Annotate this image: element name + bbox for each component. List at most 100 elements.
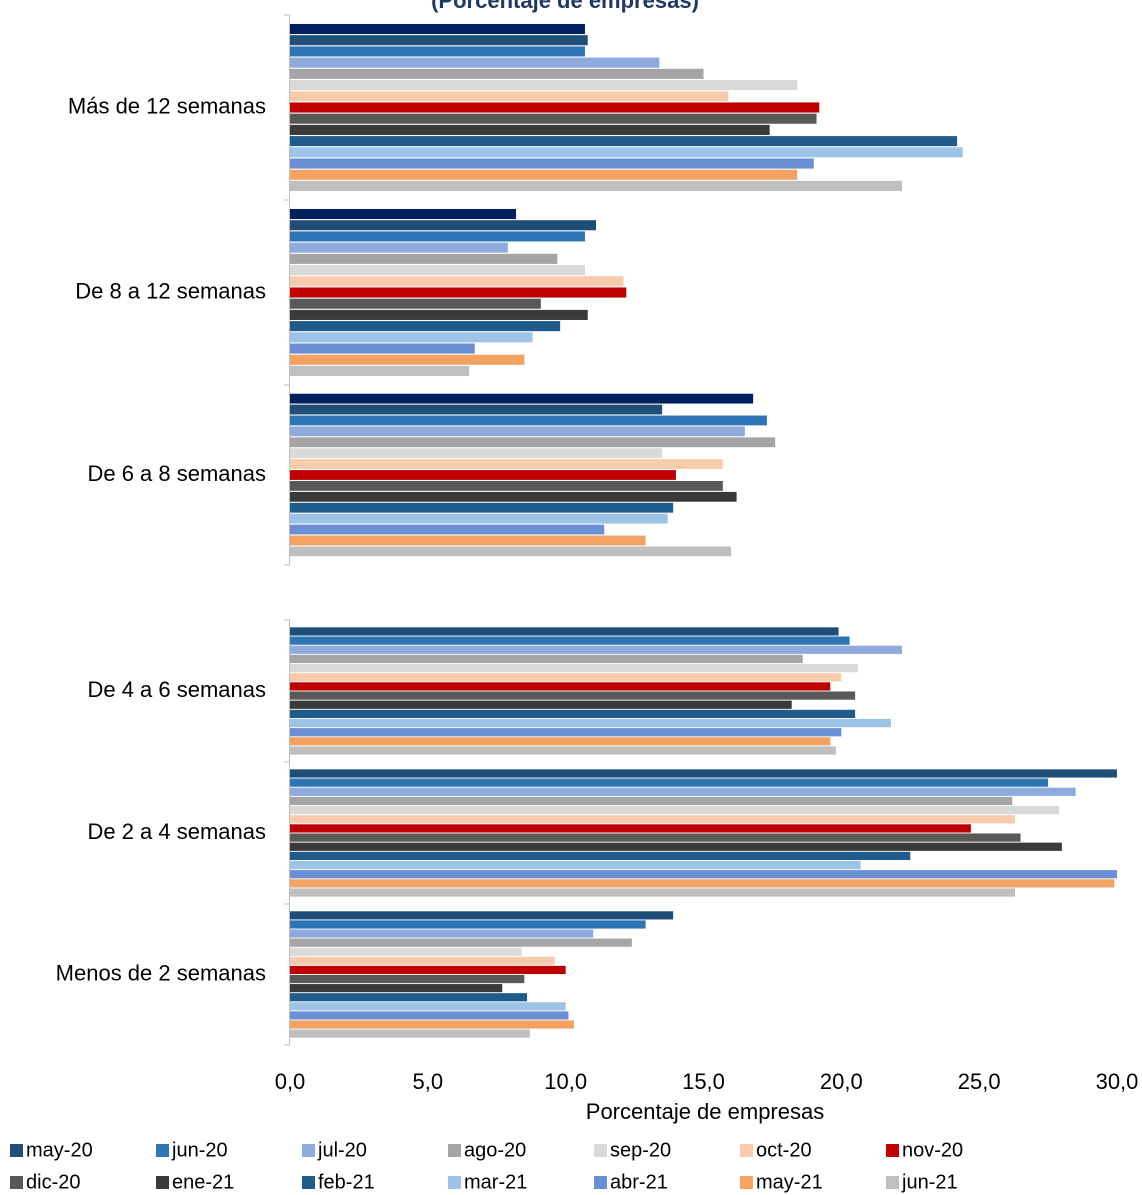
legend-swatch [302, 1176, 315, 1189]
legend-swatch [886, 1144, 899, 1157]
bar [290, 46, 585, 57]
bar [290, 654, 803, 664]
bar [290, 1011, 569, 1020]
x-axis-label: Porcentaje de empresas [586, 1099, 824, 1124]
bar [290, 682, 831, 691]
bar [290, 888, 1016, 897]
bar [290, 546, 732, 557]
bar [290, 700, 792, 709]
legend-swatch [302, 1144, 315, 1157]
bar [290, 709, 856, 719]
bar [290, 393, 754, 404]
bar [290, 220, 596, 231]
y-tick-label: De 2 a 4 semanas [87, 819, 266, 844]
bar [290, 815, 1016, 824]
x-tick-label: 0,0 [275, 1069, 306, 1094]
legend-label: jun-20 [171, 1139, 228, 1161]
legend-label: mar-21 [464, 1171, 527, 1193]
bar [290, 332, 533, 343]
bar [290, 787, 1076, 796]
bar [290, 805, 1060, 815]
legend-swatch [886, 1176, 899, 1189]
bar [290, 57, 660, 68]
bar [290, 947, 522, 956]
legend-label: feb-21 [318, 1171, 375, 1193]
bar [290, 68, 704, 79]
bar [290, 769, 1117, 778]
legend-label: ene-21 [172, 1171, 234, 1193]
legend-label: abr-21 [610, 1171, 668, 1193]
legend-swatch [156, 1176, 169, 1189]
bar [290, 404, 663, 415]
bar [290, 491, 737, 502]
bar [290, 645, 902, 654]
y-tick-label: Más de 12 semanas [68, 93, 266, 118]
bar [290, 938, 632, 947]
bar [290, 673, 842, 682]
chart-title: (Porcentaje de empresas) [431, 0, 699, 13]
bar [290, 265, 585, 276]
bar [290, 158, 814, 169]
y-tick-label: De 6 a 8 semanas [87, 461, 266, 486]
bar [290, 80, 798, 91]
legend-label: jun-21 [901, 1171, 958, 1193]
legend-label: jul-20 [317, 1139, 367, 1161]
bar [290, 833, 1021, 842]
y-tick-label: Menos de 2 semanas [56, 960, 266, 985]
bar [290, 169, 798, 180]
y-tick-label: De 4 a 6 semanas [87, 677, 266, 702]
bar [290, 984, 503, 993]
bar [290, 365, 470, 377]
bar [290, 437, 776, 448]
bar [290, 298, 541, 309]
bar [290, 1002, 566, 1011]
legend-swatch [740, 1144, 753, 1157]
x-tick-label: 5,0 [413, 1069, 444, 1094]
bar [290, 91, 729, 102]
legend-label: oct-20 [756, 1139, 812, 1161]
legend-swatch [448, 1144, 461, 1157]
bar [290, 728, 842, 737]
legend-label: may-20 [26, 1139, 93, 1161]
legend-swatch [10, 1176, 23, 1189]
bar [290, 470, 676, 480]
legend-label: ago-20 [464, 1139, 526, 1161]
x-tick-label: 10,0 [544, 1069, 587, 1094]
bar [290, 253, 558, 264]
bar [290, 448, 663, 459]
bar [290, 974, 525, 984]
bar [290, 354, 525, 365]
bar [290, 242, 508, 253]
bar [290, 929, 594, 938]
bar [290, 23, 585, 35]
bar [290, 842, 1062, 851]
bar [290, 180, 902, 192]
bar [290, 502, 674, 513]
x-tick-label: 20,0 [820, 1069, 863, 1094]
bar [290, 796, 1013, 806]
bar [290, 481, 723, 491]
bar [290, 309, 588, 320]
bar [290, 102, 820, 113]
bar [290, 276, 624, 287]
bar [290, 627, 839, 636]
bar [290, 147, 963, 158]
bar [290, 956, 555, 965]
legend-swatch [10, 1144, 23, 1157]
bar [290, 231, 585, 242]
bar [290, 870, 1117, 879]
bar [290, 136, 958, 147]
bar [290, 911, 674, 920]
bar [290, 851, 911, 861]
bar [290, 824, 971, 833]
bar [290, 113, 817, 124]
bar [290, 993, 528, 1002]
legend-swatch [594, 1144, 607, 1157]
bar [290, 691, 856, 700]
bar [290, 535, 646, 546]
legend-label: dic-20 [26, 1171, 80, 1193]
bar [290, 746, 836, 755]
bar [290, 879, 1115, 888]
legend-swatch [594, 1176, 607, 1189]
